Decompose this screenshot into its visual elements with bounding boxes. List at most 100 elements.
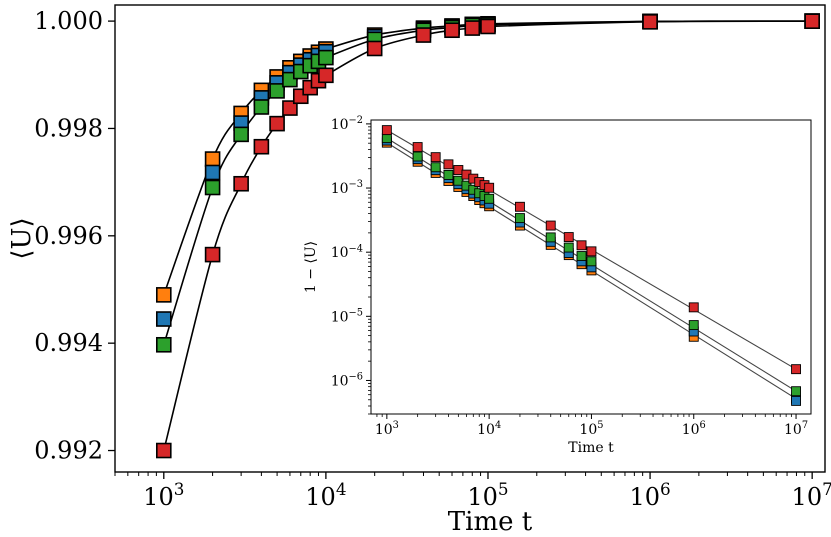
main-marker-s3-p12 [444, 22, 460, 39]
inset-y-tick-label-4-exponent: −2 [349, 115, 363, 126]
main-x-tick-label-1-base: 10 [305, 483, 336, 511]
inset-y-tick-label-3-base: 10 [331, 181, 349, 197]
main-marker-s3-p15 [642, 14, 658, 30]
inset-marker-s2-p15 [688, 320, 699, 331]
inset-marker-s2-p4 [453, 175, 464, 186]
main-axes-frame [114, 4, 826, 473]
main-y-ticks: 0.992 0.994 0.996 0.998 1.000 [34, 7, 115, 465]
inset-marker-s3-p13 [576, 240, 587, 251]
main-marker-s2-p1 [204, 179, 221, 196]
main-x-tick-label-0-exponent: 3 [174, 479, 185, 499]
inset-marker-s3-p2 [430, 152, 441, 163]
main-marker-s0-p1 [204, 151, 221, 167]
inset-x-tick-label-1-base: 10 [477, 422, 495, 438]
main-x-tick-label-0: 103 [143, 479, 184, 511]
main-marker-s2-p3 [253, 99, 270, 115]
inset-x-tick-label-0-base: 10 [375, 422, 393, 438]
main-x-tick-label-2-base: 10 [467, 483, 498, 511]
main-marker-s3-p0 [155, 442, 172, 459]
main-x-tick-label-3: 106 [629, 479, 670, 511]
main-marker-s2-p9 [318, 49, 334, 66]
main-marker-s0-p0 [155, 287, 172, 303]
inset-marker-s3-p15 [688, 302, 699, 313]
main-x-tick-label-3-exponent: 6 [660, 479, 671, 499]
inset-y-tick-label-3: 10−3 [331, 179, 363, 197]
inset-y-axis-title: 1 − ⟨U⟩ [303, 241, 319, 293]
main-x-tick-label-1: 104 [305, 479, 346, 511]
inset-marker-s2-p14 [586, 256, 597, 267]
main-marker-s3-p13 [464, 20, 481, 36]
main-x-axis-title: Time t [448, 507, 533, 537]
main-marker-s2-p0 [155, 336, 172, 353]
inset-marker-s3-p4 [453, 165, 464, 175]
inset-x-tick-label-4: 107 [784, 420, 808, 438]
main-x-tick-label-0-base: 10 [143, 483, 174, 511]
main-marker-s3-p3 [253, 138, 270, 155]
inset-y-tick-label-1-exponent: −5 [349, 307, 363, 318]
inset-marker-s2-p13 [576, 251, 587, 262]
inset-x-tick-label-3: 106 [682, 420, 706, 438]
inset-marker-s2-p10 [514, 213, 525, 224]
inset-x-tick-label-3-exponent: 6 [700, 420, 706, 431]
main-x-tick-label-1-exponent: 4 [336, 479, 347, 499]
main-marker-s3-p4 [269, 115, 285, 132]
main-marker-s3-p16 [804, 13, 820, 29]
main-x-tick-label-4-exponent: 7 [822, 479, 831, 499]
inset-y-tick-label-2: 10−4 [331, 243, 363, 261]
inset-marker-s3-p10 [514, 201, 525, 212]
inset-marker-s2-p9 [484, 193, 495, 204]
inset-marker-s2-p16 [791, 386, 802, 397]
inset-marker-s3-p16 [791, 364, 802, 375]
inset-x-tick-label-3-base: 10 [682, 422, 700, 438]
inset-x-tick-label-2-exponent: 5 [597, 420, 603, 431]
inset-marker-s3-p14 [586, 246, 597, 257]
main-marker-s3-p1 [204, 246, 221, 263]
inset-y-tick-label-2-base: 10 [331, 245, 349, 261]
inset-x-tick-label-1: 104 [477, 420, 501, 438]
main-x-tick-label-2: 105 [467, 479, 508, 511]
main-marker-s1-p1 [204, 164, 221, 181]
main-markers [155, 13, 820, 459]
inset-marker-s3-p1 [412, 142, 423, 153]
inset-y-tick-label-3-exponent: −3 [349, 179, 363, 190]
main-x-tick-label-4: 107 [792, 479, 831, 511]
inset-x-axis-title: Time t [568, 440, 614, 456]
inset-marker-s2-p2 [430, 162, 441, 173]
inset-y-ticks: 10−610−510−410−310−2 [331, 115, 371, 415]
inset-y-tick-label-4: 10−2 [331, 115, 363, 133]
main-x-tick-label-3-base: 10 [629, 483, 660, 511]
main-marker-s3-p14 [480, 18, 496, 35]
main-y-tick-label-1: 0.994 [34, 329, 103, 357]
inset-x-tick-label-4-exponent: 7 [802, 420, 808, 431]
inset-x-tick-label-0-exponent: 3 [393, 420, 399, 431]
main-marker-s3-p2 [233, 175, 249, 192]
inset-marker-s2-p1 [412, 151, 423, 162]
inset-marker-s1-p16 [791, 395, 802, 406]
inset-x-ticks: 103 104 105 106 107 [375, 414, 808, 438]
inset-marker-s2-p3 [443, 169, 454, 180]
main-marker-s3-p5 [282, 100, 298, 116]
inset-y-tick-label-0-exponent: −6 [349, 372, 363, 383]
main-marker-s1-p0 [155, 311, 172, 327]
main-marker-s2-p2 [233, 126, 249, 143]
inset-y-tick-label-0: 10−6 [331, 372, 363, 390]
inset-marker-s3-p3 [443, 159, 454, 170]
main-x-tick-label-2-exponent: 5 [498, 479, 509, 499]
main-y-tick-label-0: 0.992 [34, 437, 103, 465]
inset-marker-s3-p11 [545, 220, 556, 231]
inset-x-tick-label-0: 103 [375, 420, 399, 438]
main-y-tick-label-3: 0.998 [34, 114, 103, 142]
inset-plot: 103 104 105 106 10710−610−510−410−310−2Time … [303, 115, 812, 456]
main-plot: 103 104 105 106 1070.9920.9940.9960.9981.000… [7, 4, 831, 537]
inset-y-tick-label-4-base: 10 [331, 117, 349, 133]
inset-x-tick-label-1-exponent: 4 [495, 420, 501, 431]
inset-x-tick-label-2: 105 [579, 420, 603, 438]
main-marker-s3-p10 [366, 40, 383, 57]
main-marker-s2-p4 [269, 83, 285, 99]
main-y-tick-label-2: 0.996 [34, 222, 103, 250]
inset-marker-s3-p0 [381, 125, 392, 136]
inset-marker-s2-p11 [545, 232, 556, 243]
main-x-ticks: 103 104 105 106 107 [114, 472, 831, 511]
inset-marker-s2-p12 [563, 242, 574, 253]
